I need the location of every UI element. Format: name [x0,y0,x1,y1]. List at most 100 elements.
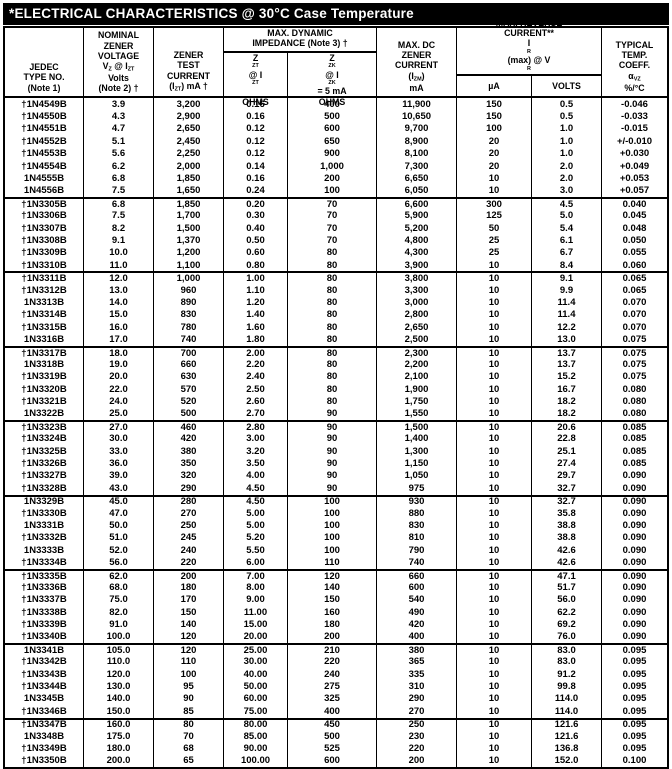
header-vr-volts: VOLTS [552,80,581,91]
cell-zener_test_current_izt_ma: 110 [154,655,224,668]
table-row: 1N3333B 52.0 240 5.50 100 790 10 42.6 0.090 [5,544,667,557]
header-typical-temp-coeff: TYPICAL TEMP. COEFF. αVZ %/°C [602,28,667,96]
cell-max_dc_zener_current_izm_ma: 540 [377,593,457,607]
cell-zener_test_current_izt_ma: 120 [154,630,224,644]
cell-vr_volts: 76.0 [532,630,602,644]
cell-zzt_at_izt_ohms: 1.00 [224,273,288,284]
cell-zzt_at_izt_ohms: 0.12 [224,135,288,148]
cell-max_reverse_current_ua: 10 [457,407,532,421]
cell-zener_test_current_izt_ma: 180 [154,581,224,594]
cell-nominal_zener_voltage_volts: 91.0 [84,618,154,631]
cell-max_dc_zener_current_izm_ma: 8,100 [377,147,457,160]
cell-jedec_type_no: †1N3340B [5,630,84,644]
table-row: 1N3318B 19.0 660 2.20 80 2,200 10 13.7 0.075 [5,358,667,371]
cell-zzt_at_izt_ohms: 40.00 [224,667,288,681]
cell-zzt_at_izt_ohms: 1.80 [224,333,288,346]
cell-max_reverse_current_ua: 10 [457,358,532,371]
cell-jedec_type_no: 1N3345B [5,692,84,706]
cell-typical_temp_coeff_pct_per_degc: 0.075 [622,334,647,346]
cell-typical_temp_coeff_pct_per_degc: 0.095 [622,730,647,742]
cell-vr_volts: 18.2 [532,395,602,408]
electrical-characteristics-table: JEDEC TYPE NO. (Note 1) NOMINAL ZENER VOLTAG… [3,18,669,769]
cell-zzt_at_izt_ohms: 30.00 [224,655,288,668]
cell-typical_temp_coeff_pct_per_degc: 0.065 [622,273,647,284]
header-jedec-type-no-label: JEDEC TYPE NO. (Note 1) [23,61,65,93]
cell-jedec_type_no: †1N3347B [5,719,84,730]
cell-jedec_type_no: †1N3320B [5,382,84,396]
cell-vr_volts: 29.7 [532,469,602,483]
cell-nominal_zener_voltage_volts: 50.0 [84,519,154,532]
cell-vr_volts: 4.5 [532,199,602,210]
cell-max_reverse_current_ua: 10 [457,469,532,483]
cell-zzk_at_izk_5ma_ohms: 90 [288,444,377,458]
cell-vr_volts: 38.8 [532,519,602,532]
cell-max_dc_zener_current_izm_ma: 9,700 [377,122,457,136]
cell-vr_volts: 1.0 [532,147,602,160]
cell-jedec_type_no: †1N3315B [5,321,84,334]
cell-zzt_at_izt_ohms: 0.16 [224,172,288,185]
cell-max_reverse_current_ua: 10 [457,432,532,445]
cell-jedec_type_no: †1N3343B [5,667,84,681]
cell-zzk_at_izk_5ma_ohms: 100 [288,496,377,507]
cell-jedec_type_no: †1N3308B [5,234,84,247]
table-row: †1N3336B 68.0 180 8.00 140 600 10 51.7 0.090 [5,581,667,594]
cell-nominal_zener_voltage_volts: 56.0 [84,556,154,569]
cell-vr_volts: 13.0 [532,333,602,346]
cell-zzt_at_izt_ohms: 80.00 [224,719,288,730]
cell-jedec_type_no: 1N3341B [5,645,84,656]
header-reverse-subcolumns: µA VOLTS [457,76,601,96]
cell-typical_temp_coeff_pct_per_degc: +0.049 [619,160,650,172]
cell-zzk_at_izk_5ma_ohms: 120 [288,570,377,582]
cell-nominal_zener_voltage_volts: 130.0 [84,680,154,693]
cell-zzk_at_izk_5ma_ohms: 90 [288,457,377,470]
cell-zener_test_current_izt_ma: 3,200 [154,98,224,111]
cell-zener_test_current_izt_ma: 320 [154,469,224,483]
cell-zzt_at_izt_ohms: 25.00 [224,645,288,656]
cell-max_reverse_current_ua: 10 [457,259,532,272]
cell-zzk_at_izk_5ma_ohms: 90 [288,432,377,445]
cell-vr_volts: 51.7 [532,581,602,594]
cell-zzk_at_izk_5ma_ohms: 80 [288,382,377,396]
header-zener-test-current: ZENER TEST CURRENT (IZT) mA † [154,28,224,96]
cell-zzt_at_izt_ohms: 9.00 [224,593,288,607]
cell-max_dc_zener_current_izm_ma: 2,800 [377,308,457,322]
cell-nominal_zener_voltage_volts: 12.0 [84,273,154,284]
cell-max_dc_zener_current_izm_ma: 600 [377,581,457,594]
cell-zener_test_current_izt_ma: 520 [154,395,224,408]
table-row: †1N4552B 5.1 2,450 0.12 650 8,900 20 1.0 +/-0.01… [5,135,667,148]
cell-jedec_type_no: †1N3306B [5,209,84,222]
table-row: †1N3309B 10.0 1,200 0.60 80 4,300 25 6.7 0.055 [5,246,667,260]
cell-typical_temp_coeff_pct_per_degc: 0.075 [622,358,647,370]
cell-zzt_at_izt_ohms: 75.00 [224,705,288,718]
cell-max_dc_zener_current_izm_ma: 740 [377,556,457,569]
cell-typical_temp_coeff_pct_per_degc: 0.090 [622,519,647,531]
cell-jedec_type_no: 1N3348B [5,729,84,743]
cell-vr_volts: 6.1 [532,234,602,247]
cell-zener_test_current_izt_ma: 95 [154,680,224,693]
table-row: †1N3326B 36.0 350 3.50 90 1,150 10 27.4 0.085 [5,457,667,470]
cell-vr_volts: 83.0 [532,655,602,668]
cell-max_dc_zener_current_izm_ma: 290 [377,692,457,706]
cell-max_reverse_current_ua: 20 [457,135,532,148]
cell-zzk_at_izk_5ma_ohms: 525 [288,742,377,755]
header-impedance-subcolumns: Z ZT @ I ZT OHMS Z ZK @ I ZK = 5 mA OHMS [224,52,376,108]
cell-nominal_zener_voltage_volts: 75.0 [84,593,154,607]
table-row: †1N3308B 9.1 1,370 0.50 70 4,800 25 6.1 0.050 [5,234,667,247]
cell-typical_temp_coeff_pct_per_degc: 0.095 [622,645,647,656]
cell-typical_temp_coeff_pct_per_degc: 0.055 [622,247,647,259]
cell-zzt_at_izt_ohms: 4.50 [224,496,288,507]
cell-jedec_type_no: 1N3318B [5,358,84,371]
cell-max_dc_zener_current_izm_ma: 6,050 [377,184,457,198]
cell-nominal_zener_voltage_volts: 15.0 [84,308,154,322]
cell-jedec_type_no: †1N3350B [5,754,84,768]
cell-zener_test_current_izt_ma: 2,650 [154,122,224,136]
table-row: †1N4553B 5.6 2,250 0.12 900 8,100 20 1.0 +0.030 [5,147,667,160]
cell-max_dc_zener_current_izm_ma: 810 [377,531,457,545]
cell-zener_test_current_izt_ma: 960 [154,283,224,297]
table-row: †1N4550B 4.3 2,900 0.16 500 10,650 150 0.5 -0.03… [5,110,667,123]
cell-max_reverse_current_ua: 10 [457,296,532,309]
cell-typical_temp_coeff_pct_per_degc: 0.085 [622,433,647,445]
cell-vr_volts: 9.1 [532,273,602,284]
cell-jedec_type_no: †1N4550B [5,110,84,123]
cell-max_dc_zener_current_izm_ma: 220 [377,742,457,755]
